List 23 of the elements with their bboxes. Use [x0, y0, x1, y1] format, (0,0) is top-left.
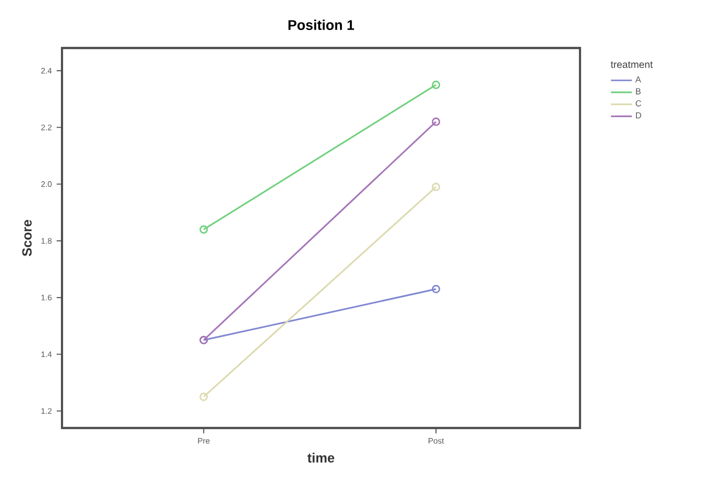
legend-label: A: [635, 76, 642, 82]
legend-label: C: [636, 100, 642, 106]
y-tick-label: 1.2: [41, 408, 52, 414]
chart-title: Position 1: [288, 20, 354, 30]
point: [432, 284, 440, 294]
y-tick-label: 2.4: [41, 68, 52, 74]
y-tick-label: 2.2: [41, 124, 52, 130]
point: [432, 118, 440, 126]
legend-label: D: [636, 112, 642, 118]
x-tick-label: Pre: [198, 438, 210, 444]
point: [200, 225, 208, 234]
y-tick-label: 1.8: [41, 238, 52, 244]
legend-label: B: [636, 88, 641, 94]
legend-title: treatment: [610, 61, 653, 68]
y-tick-label: 1.6: [41, 294, 52, 300]
y-tick-label: 2.0: [41, 181, 52, 187]
point: [432, 80, 440, 90]
point: [200, 392, 208, 402]
point: [432, 182, 440, 192]
y-tick-label: 1.4: [41, 352, 52, 358]
x-tick-label: Post: [428, 438, 444, 444]
y-axis-title: Score: [22, 220, 32, 256]
x-axis-title: time: [307, 452, 334, 463]
